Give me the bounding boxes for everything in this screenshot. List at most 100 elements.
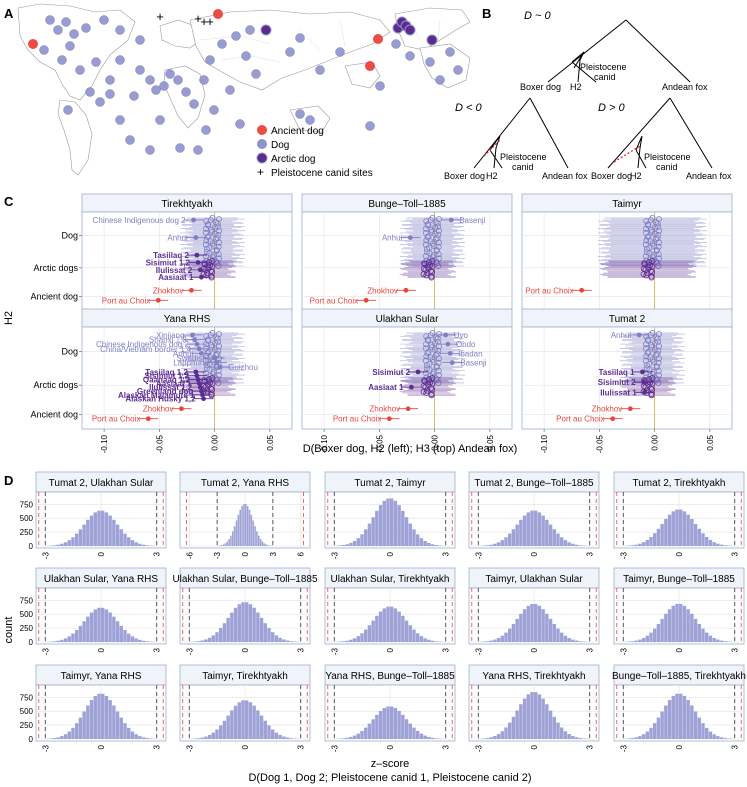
- histogram-bar: [371, 620, 375, 642]
- histogram-bar: [367, 723, 372, 739]
- map-legend: Ancient dog Dog Arctic dog + Pleistocene…: [256, 125, 373, 179]
- histogram-bar: [574, 544, 579, 546]
- dog-estimate-point: [654, 351, 661, 358]
- histogram-bar: [504, 537, 508, 546]
- x-tick-label: 3: [586, 647, 595, 652]
- dog-estimate-point: [434, 351, 441, 358]
- dog-estimate-point: [434, 235, 441, 242]
- histogram-bar: [716, 736, 720, 739]
- histogram-bar: [515, 618, 519, 642]
- histogram-bar: [408, 625, 412, 642]
- histogram-bar: [254, 526, 256, 546]
- histogram-bar: [427, 736, 431, 739]
- histogram-bar: [671, 605, 675, 642]
- point-label: Anhui: [382, 234, 403, 243]
- map-arctic-dog-point: [260, 24, 272, 36]
- map-ancient-dog-point: [28, 39, 38, 49]
- histogram-bar: [508, 533, 512, 546]
- histogram-bar: [52, 641, 57, 642]
- histogram-bar: [145, 641, 149, 642]
- histogram-bar: [285, 640, 290, 642]
- dog-estimate-point: [428, 228, 435, 235]
- histogram-bar: [697, 528, 701, 546]
- labeled-point: [197, 267, 203, 273]
- histogram-bar: [226, 617, 230, 642]
- histogram-bar: [265, 544, 267, 546]
- labeled-point: [449, 360, 455, 365]
- histogram-bar: [641, 637, 646, 642]
- histogram-bar: [653, 533, 657, 546]
- facet-d-2: Tumat 2, Taimyr -3 0 3: [324, 471, 456, 559]
- panel-a-label: A: [4, 6, 14, 21]
- x-tick-label: 0: [530, 647, 539, 652]
- histogram-bar: [489, 544, 493, 546]
- histogram-bar: [289, 738, 293, 739]
- x-tick-label: -3: [474, 744, 483, 752]
- histogram-bar: [500, 635, 504, 642]
- dog-estimate-point: [215, 338, 222, 345]
- point-label: Aasiaat 1: [368, 383, 404, 392]
- histogram-bar: [127, 537, 131, 546]
- histogram-bar: [390, 498, 394, 546]
- histogram-bar: [430, 640, 435, 642]
- histogram-bar: [134, 638, 138, 642]
- histogram-bar: [716, 639, 720, 642]
- point-label: Port au Choix: [556, 415, 604, 424]
- histogram-bar: [419, 733, 424, 739]
- dog-estimate-point: [202, 241, 209, 248]
- labeled-point: [445, 341, 451, 347]
- histogram-bar: [341, 545, 346, 546]
- histogram-bar: [235, 520, 238, 546]
- facet-c-2: Taimyr Port au Choix: [521, 193, 733, 311]
- histogram-bar: [78, 625, 83, 642]
- histogram-bar: [493, 639, 497, 642]
- facet-d-6: Ulakhan Sular, Bunge–Toll–1885 -3 0 3: [172, 567, 318, 655]
- map-dog-point: [295, 33, 305, 43]
- legend-pleistocene-label: Pleistocene canid sites: [271, 168, 373, 179]
- histogram-bar: [141, 640, 146, 642]
- histogram-bar: [289, 641, 293, 642]
- histogram-bar: [493, 736, 497, 739]
- point-label: Port au Choix: [525, 286, 573, 295]
- map-ancient-dog-point: [365, 61, 375, 71]
- histogram-bar: [641, 542, 646, 546]
- histogram-bar: [708, 635, 713, 642]
- facet-title: Ulakhan Sular, Yana RHS: [44, 574, 158, 585]
- point-label: Alaskan Husky 1,2: [125, 395, 196, 404]
- histogram-bar: [686, 609, 690, 642]
- histogram-bar: [682, 511, 687, 546]
- histogram-bar: [404, 517, 409, 546]
- histogram-bar: [522, 515, 527, 546]
- dog-estimate-point: [432, 236, 439, 243]
- histogram-bar: [526, 512, 530, 546]
- histogram-bar: [434, 738, 438, 739]
- tree-top-boxer: Boxer dog: [520, 82, 561, 92]
- histogram-bar: [548, 618, 553, 642]
- histogram-bar: [534, 692, 538, 739]
- histogram-bar: [352, 735, 357, 739]
- labeled-point: [407, 235, 413, 241]
- dog-estimate-point: [207, 332, 214, 339]
- tree-top-h2: H2: [570, 82, 582, 92]
- point-label: Ilulissat 1: [600, 388, 637, 397]
- dog-estimate-point: [433, 364, 440, 371]
- map-dog-point: [205, 55, 215, 65]
- point-label: Aasiaat 1: [156, 379, 192, 388]
- arctic-estimate-point: [648, 274, 655, 281]
- histogram-bar: [207, 637, 212, 642]
- facet-title: Yana RHS, Tirekhtyakh: [482, 671, 585, 682]
- histogram-bar: [545, 704, 549, 739]
- x-tick-label: 0: [530, 551, 539, 556]
- histogram-bar: [115, 524, 120, 546]
- x-tick-label: 0: [386, 551, 395, 556]
- histogram-bar: [108, 612, 112, 642]
- map-arctic-dog-point: [426, 34, 438, 46]
- histogram-bar: [200, 640, 204, 642]
- histogram-bar: [693, 618, 698, 642]
- histogram-bar: [493, 543, 497, 546]
- dog-estimate-point: [208, 342, 215, 349]
- legend-dog-swatch: [257, 139, 267, 149]
- category-label: Arctic dogs: [33, 380, 78, 390]
- histogram-bar: [701, 628, 705, 642]
- facet-d-13: Yana RHS, Tirekhtyakh -3 0 3: [468, 664, 600, 752]
